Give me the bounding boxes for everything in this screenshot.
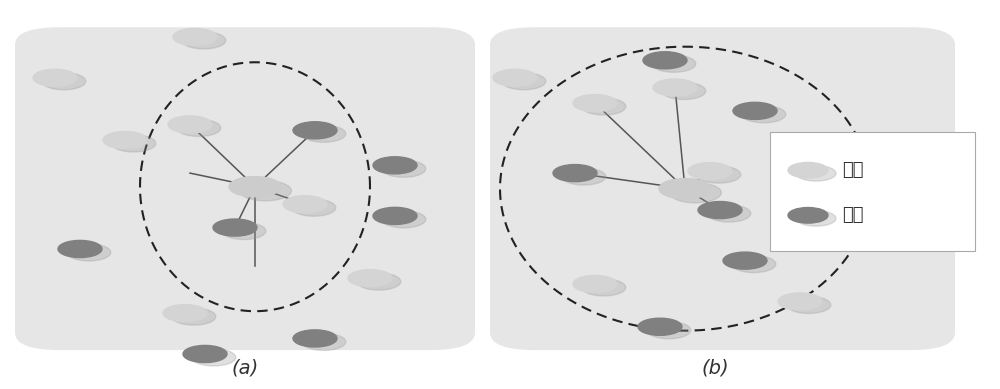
Circle shape	[742, 106, 786, 123]
Circle shape	[562, 168, 606, 185]
Circle shape	[493, 69, 537, 86]
Circle shape	[103, 131, 147, 149]
Circle shape	[183, 345, 227, 363]
Circle shape	[172, 308, 216, 325]
Circle shape	[33, 69, 77, 86]
Circle shape	[293, 330, 337, 347]
Circle shape	[647, 322, 691, 339]
Circle shape	[669, 182, 721, 203]
Circle shape	[793, 211, 837, 228]
Circle shape	[373, 207, 417, 224]
Circle shape	[182, 32, 226, 49]
Circle shape	[573, 95, 617, 112]
Circle shape	[42, 73, 86, 90]
Circle shape	[302, 333, 346, 350]
FancyBboxPatch shape	[770, 132, 975, 251]
Circle shape	[787, 296, 831, 314]
Circle shape	[582, 98, 626, 115]
Circle shape	[659, 179, 711, 199]
Circle shape	[707, 205, 751, 222]
Circle shape	[502, 73, 546, 90]
Circle shape	[382, 160, 426, 177]
Circle shape	[643, 52, 687, 69]
Circle shape	[698, 202, 742, 219]
Circle shape	[283, 196, 327, 213]
Circle shape	[653, 79, 697, 96]
Circle shape	[192, 349, 236, 366]
Circle shape	[796, 211, 836, 226]
Circle shape	[792, 160, 836, 177]
FancyBboxPatch shape	[490, 27, 955, 350]
Circle shape	[662, 82, 706, 100]
Circle shape	[168, 116, 212, 133]
Circle shape	[163, 305, 207, 322]
Circle shape	[582, 279, 626, 296]
Circle shape	[239, 180, 291, 201]
Circle shape	[373, 157, 417, 174]
Circle shape	[788, 208, 828, 223]
Text: (b): (b)	[701, 358, 729, 377]
Circle shape	[177, 119, 221, 137]
Circle shape	[573, 275, 617, 293]
Text: (a): (a)	[231, 358, 259, 377]
Circle shape	[58, 240, 102, 258]
Text: 负例: 负例	[842, 206, 864, 224]
Circle shape	[788, 163, 828, 178]
Circle shape	[733, 102, 777, 119]
Circle shape	[732, 256, 776, 273]
Circle shape	[292, 199, 336, 216]
Circle shape	[173, 28, 217, 46]
Circle shape	[348, 270, 392, 287]
Circle shape	[688, 163, 732, 180]
Circle shape	[652, 55, 696, 72]
Circle shape	[302, 125, 346, 142]
Circle shape	[382, 211, 426, 228]
Circle shape	[222, 223, 266, 240]
Circle shape	[112, 135, 156, 152]
Circle shape	[723, 252, 767, 269]
FancyBboxPatch shape	[15, 27, 475, 350]
Circle shape	[697, 166, 741, 183]
Circle shape	[213, 219, 257, 236]
Circle shape	[778, 293, 822, 310]
Circle shape	[293, 122, 337, 139]
Circle shape	[796, 166, 836, 181]
Circle shape	[357, 273, 401, 290]
Circle shape	[638, 318, 682, 335]
Circle shape	[783, 157, 827, 174]
Circle shape	[553, 165, 597, 182]
Circle shape	[229, 177, 281, 197]
Text: 正例: 正例	[842, 161, 864, 179]
Circle shape	[802, 215, 846, 232]
Circle shape	[67, 244, 111, 261]
